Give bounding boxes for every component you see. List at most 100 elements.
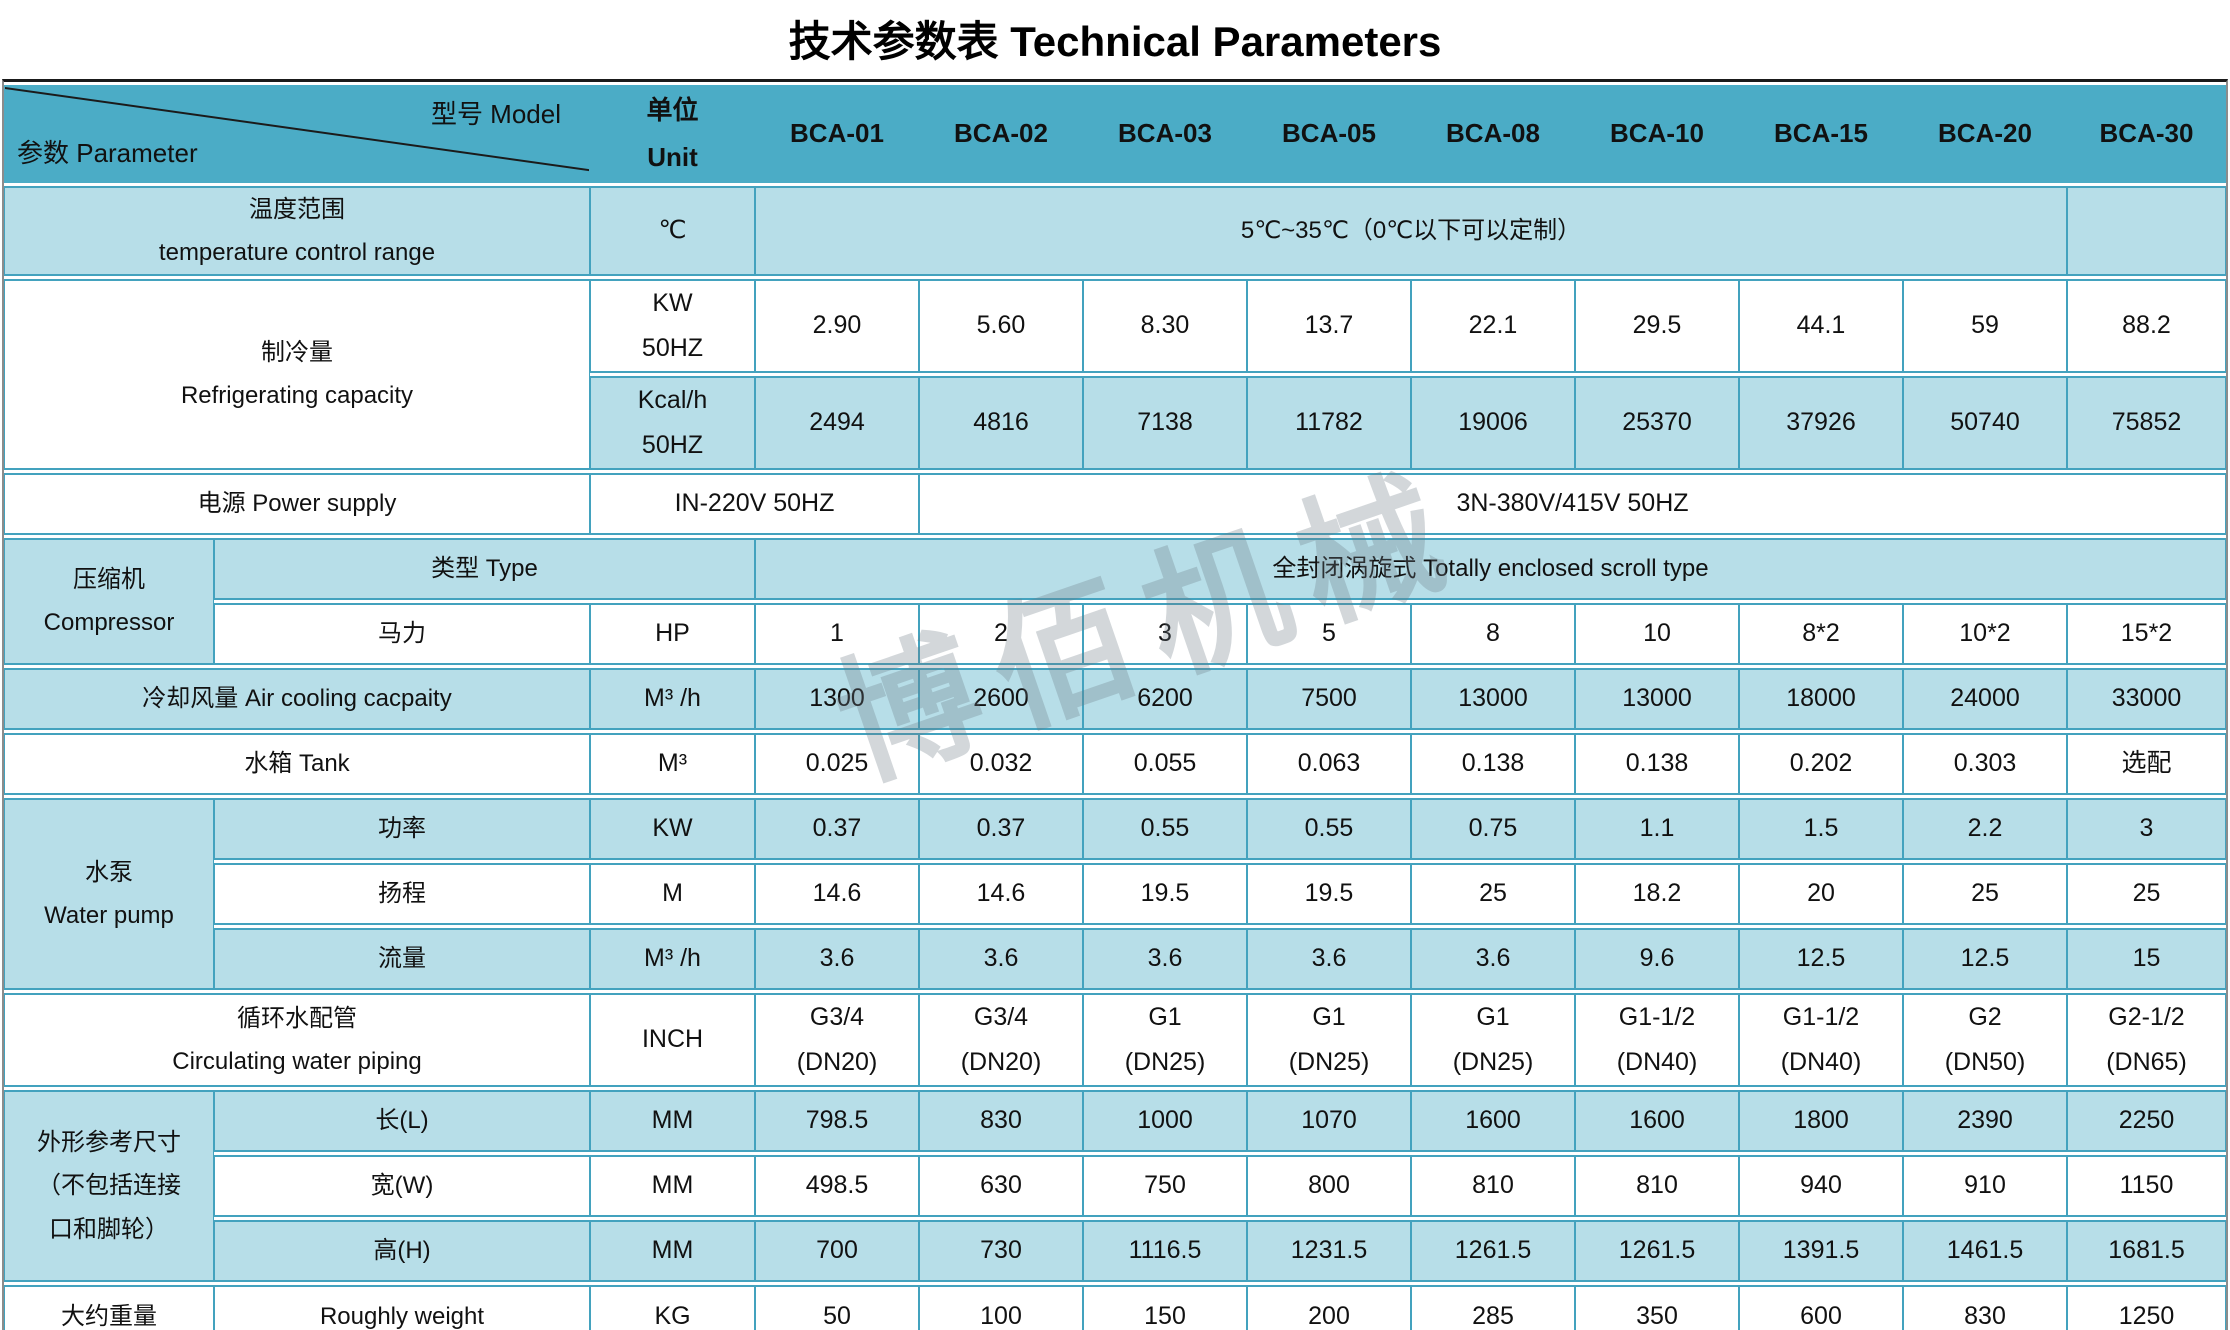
air-cooling-value: 2600 — [919, 667, 1083, 730]
pump-power-row: 水泵 Water pump 功率 KW 0.37 0.37 0.55 0.55 0.75… — [4, 797, 2226, 990]
param-axis-label: 参数 Parameter — [17, 137, 198, 168]
dimension-length-value: 1600 — [1575, 1089, 1739, 1152]
tank-value: 0.138 — [1411, 732, 1575, 795]
dimension-height-value: 700 — [755, 1219, 919, 1282]
weight-label-cn: 大约重量 — [4, 1284, 214, 1330]
dimension-height-value: 1261.5 — [1411, 1219, 1575, 1282]
dimension-length-value: 830 — [919, 1089, 1083, 1152]
temperature-unit: ℃ — [590, 185, 755, 276]
cooling-kw-value: 88.2 — [2067, 278, 2226, 373]
cooling-label: 制冷量 Refrigerating capacity — [4, 278, 590, 470]
dimension-length-value: 1600 — [1411, 1089, 1575, 1152]
pump-head-value: 14.6 — [919, 862, 1083, 925]
weight-label-en: Roughly weight — [214, 1284, 590, 1330]
tank-value: 0.138 — [1575, 732, 1739, 795]
weight-row: 大约重量 Roughly weight KG 50 100 150 200 285 350… — [4, 1284, 2226, 1330]
model-column-header: BCA-20 — [1903, 85, 2067, 183]
dimension-width-value: 498.5 — [755, 1154, 919, 1217]
cooling-kcal-value: 2494 — [755, 375, 919, 470]
air-cooling-row: 冷却风量 Air cooling cacpaity M³ /h 1300 2600… — [4, 667, 2226, 730]
dimension-width-value: 630 — [919, 1154, 1083, 1217]
weight-value: 150 — [1083, 1284, 1247, 1330]
cooling-kcal-value: 25370 — [1575, 375, 1739, 470]
compressor-hp-unit: HP — [590, 602, 755, 665]
dimension-width-value: 910 — [1903, 1154, 2067, 1217]
header-row: 型号 Model 参数 Parameter 单位 Unit BCA-01 BCA-… — [4, 85, 2226, 183]
pump-flow-value: 3.6 — [1247, 927, 1411, 990]
tank-row: 水箱 Tank M³ 0.025 0.032 0.055 0.063 0.138 0.13… — [4, 732, 2226, 795]
weight-value: 830 — [1903, 1284, 2067, 1330]
cooling-kw-value: 44.1 — [1739, 278, 1903, 373]
compressor-hp-label: 马力 — [214, 602, 590, 665]
cooling-kcal-value: 50740 — [1903, 375, 2067, 470]
dimension-width-row: 宽(W) MM 498.5 630 750 800 810 810 940 910 1150 — [4, 1154, 2226, 1217]
pump-head-row: 扬程 M 14.6 14.6 19.5 19.5 25 18.2 20 25 25 — [4, 862, 2226, 925]
pump-head-value: 18.2 — [1575, 862, 1739, 925]
pump-flow-value: 3.6 — [1083, 927, 1247, 990]
model-column-header: BCA-05 — [1247, 85, 1411, 183]
dimension-width-value: 750 — [1083, 1154, 1247, 1217]
cooling-kw-row: 制冷量 Refrigerating capacity KW 50HZ 2.90 5… — [4, 278, 2226, 470]
dimension-height-label: 高(H) — [214, 1219, 590, 1282]
dimension-height-value: 1261.5 — [1575, 1219, 1739, 1282]
weight-value: 600 — [1739, 1284, 1903, 1330]
compressor-hp-value: 1 — [755, 602, 919, 665]
dimension-width-value: 1150 — [2067, 1154, 2226, 1217]
dimension-height-value: 1461.5 — [1903, 1219, 2067, 1282]
air-cooling-value: 18000 — [1739, 667, 1903, 730]
dimension-width-value: 810 — [1411, 1154, 1575, 1217]
air-cooling-value: 7500 — [1247, 667, 1411, 730]
pump-flow-value: 3.6 — [919, 927, 1083, 990]
compressor-hp-value: 5 — [1247, 602, 1411, 665]
tank-unit: M³ — [590, 732, 755, 795]
model-axis-label: 型号 Model — [430, 99, 561, 129]
pump-head-value: 25 — [1903, 862, 2067, 925]
dimension-height-unit: MM — [590, 1219, 755, 1282]
pump-head-value: 14.6 — [755, 862, 919, 925]
compressor-hp-value: 8 — [1411, 602, 1575, 665]
pump-head-unit: M — [590, 862, 755, 925]
pump-power-value: 0.55 — [1247, 797, 1411, 860]
dimension-height-value: 1391.5 — [1739, 1219, 1903, 1282]
tank-value: 0.032 — [919, 732, 1083, 795]
piping-value: G1 (DN25) — [1247, 992, 1411, 1087]
air-cooling-value: 1300 — [755, 667, 919, 730]
dimension-height-value: 1116.5 — [1083, 1219, 1247, 1282]
power-supply-row: 电源 Power supply IN-220V 50HZ 3N-380V/415… — [4, 472, 2226, 535]
weight-value: 285 — [1411, 1284, 1575, 1330]
cooling-kcal-value: 11782 — [1247, 375, 1411, 470]
weight-value: 350 — [1575, 1284, 1739, 1330]
cooling-kw-value: 59 — [1903, 278, 2067, 373]
temperature-row: 温度范围 temperature control range ℃ 5℃~35℃（… — [4, 185, 2226, 276]
tank-value: 0.202 — [1739, 732, 1903, 795]
pump-head-value: 25 — [2067, 862, 2226, 925]
pump-head-value: 20 — [1739, 862, 1903, 925]
pump-power-value: 0.55 — [1083, 797, 1247, 860]
power-supply-label: 电源 Power supply — [4, 472, 590, 535]
weight-value: 200 — [1247, 1284, 1411, 1330]
cooling-kcal-value: 75852 — [2067, 375, 2226, 470]
temperature-value: 5℃~35℃（0℃以下可以定制） — [755, 185, 2067, 276]
dimensions-group-label: 外形参考尺寸 （不包括连接 口和脚轮） — [4, 1089, 214, 1282]
tank-label: 水箱 Tank — [4, 732, 590, 795]
compressor-hp-row: 马力 HP 1 2 3 5 8 10 8*2 10*2 15*2 — [4, 602, 2226, 665]
pump-flow-value: 3.6 — [1411, 927, 1575, 990]
compressor-hp-value: 10 — [1575, 602, 1739, 665]
parameters-table: 型号 Model 参数 Parameter 单位 Unit BCA-01 BCA-… — [2, 79, 2228, 1330]
temperature-label: 温度范围 temperature control range — [4, 185, 590, 276]
pump-flow-value: 15 — [2067, 927, 2226, 990]
model-column-header: BCA-08 — [1411, 85, 1575, 183]
pump-power-value: 1.1 — [1575, 797, 1739, 860]
weight-value: 100 — [919, 1284, 1083, 1330]
air-cooling-value: 24000 — [1903, 667, 2067, 730]
tank-value: 选配 — [2067, 732, 2226, 795]
compressor-hp-value: 15*2 — [2067, 602, 2226, 665]
air-cooling-value: 6200 — [1083, 667, 1247, 730]
dimension-length-value: 1070 — [1247, 1089, 1411, 1152]
dimension-height-value: 730 — [919, 1219, 1083, 1282]
cooling-kw-value: 5.60 — [919, 278, 1083, 373]
pump-head-value: 19.5 — [1083, 862, 1247, 925]
piping-label: 循环水配管 Circulating water piping — [4, 992, 590, 1087]
dimension-length-label: 长(L) — [214, 1089, 590, 1152]
